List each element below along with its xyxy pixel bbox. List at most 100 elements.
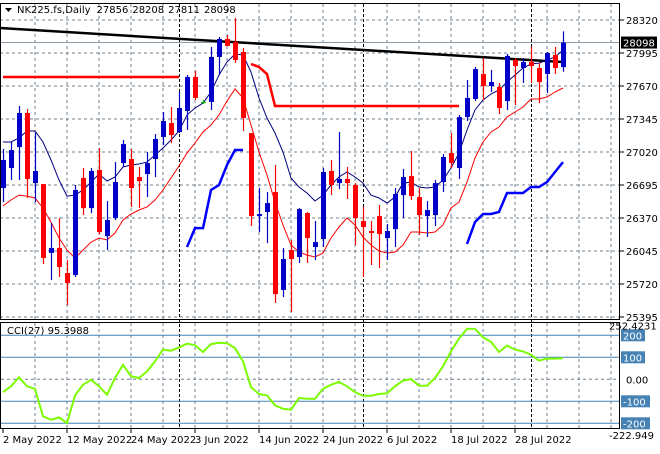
candle-body <box>433 183 438 216</box>
price-tick-label: 27345 <box>626 115 658 126</box>
candle <box>473 67 478 102</box>
candle <box>225 35 230 46</box>
candle <box>489 69 494 92</box>
candle-body <box>9 150 14 169</box>
price-tick-label: 28320 <box>626 16 658 27</box>
candle <box>561 31 566 72</box>
candle-body <box>17 113 22 148</box>
candle-body <box>505 55 510 102</box>
slow-moving-average-line <box>2 87 564 259</box>
candle <box>217 36 222 76</box>
candle <box>313 221 318 261</box>
cci-level-box <box>621 395 650 408</box>
candle-body <box>305 213 310 239</box>
candle-body <box>561 42 566 68</box>
candle <box>409 150 414 201</box>
candle <box>289 240 294 313</box>
candle-body <box>281 259 286 290</box>
candle <box>89 168 94 214</box>
price-tick-label: 26045 <box>626 247 658 258</box>
candle <box>457 115 462 180</box>
date-label: 6 Jul 2022 <box>387 435 437 446</box>
candle <box>25 109 30 198</box>
candle <box>393 188 398 248</box>
date-label: 18 Jul 2022 <box>451 435 508 446</box>
candle <box>281 247 286 297</box>
candle <box>361 207 366 277</box>
candle <box>369 221 374 266</box>
candle <box>57 218 62 277</box>
cci-label: CCI(27) 95.3988 <box>7 326 89 337</box>
candle <box>129 149 134 208</box>
cci-level-label: 200 <box>623 331 642 342</box>
candle-body <box>81 177 86 209</box>
candle-body <box>33 170 38 184</box>
candle-body <box>553 54 558 69</box>
price-tick-label: 25395 <box>626 313 658 324</box>
candle-body <box>465 97 470 117</box>
candle <box>401 168 406 218</box>
candle-body <box>169 123 174 136</box>
candle <box>145 152 150 198</box>
candle-body <box>137 177 142 182</box>
candle <box>73 185 78 277</box>
candle <box>113 162 118 221</box>
candle <box>425 201 430 237</box>
candle-body <box>105 220 110 237</box>
price-tick-label: 25720 <box>626 280 658 291</box>
fast-moving-average-line <box>3 49 564 204</box>
candle-body <box>313 242 318 248</box>
candle-body <box>537 68 542 83</box>
candle-body <box>377 216 382 235</box>
candle <box>481 57 486 101</box>
cci-level-label: 100 <box>623 353 642 364</box>
candle <box>273 164 278 303</box>
candles <box>1 17 566 313</box>
candle-body <box>417 197 422 216</box>
candle <box>305 212 310 263</box>
candle <box>185 75 190 130</box>
candle-body <box>185 76 190 111</box>
resistance-level-line <box>250 62 459 108</box>
date-label: 24 May 2022 <box>131 435 196 446</box>
candle <box>97 148 102 235</box>
candle <box>49 223 54 281</box>
candle <box>193 70 198 101</box>
candle-body <box>153 139 158 160</box>
price-tick-label: 27670 <box>626 82 658 93</box>
candle-body <box>401 177 406 196</box>
candle-body <box>393 194 398 230</box>
candle <box>137 167 142 209</box>
candle-body <box>145 163 150 175</box>
candle-body <box>529 62 534 66</box>
candle-body <box>497 87 502 109</box>
candle <box>545 51 550 94</box>
candle-body <box>385 230 390 239</box>
candle <box>337 131 342 190</box>
price-tick-label: 26370 <box>626 214 658 225</box>
candle-body <box>217 38 222 57</box>
candle <box>497 82 502 115</box>
candle-body <box>481 74 486 86</box>
candle <box>441 154 446 193</box>
indicator-lines-front <box>3 62 564 248</box>
candle <box>537 62 542 104</box>
candle <box>345 167 350 200</box>
collapse-triangle-icon[interactable] <box>5 8 12 12</box>
chart-header: NK225.fs,Daily 27856 28208 27811 28098 <box>5 5 236 16</box>
candle <box>385 223 390 261</box>
candle-body <box>89 170 94 209</box>
cci-level-label: 0.00 <box>626 375 648 386</box>
candle-body <box>113 182 118 218</box>
candle-body <box>449 153 454 164</box>
candle <box>241 48 246 131</box>
candle-body <box>1 160 6 189</box>
open-value: 27856 <box>97 5 129 16</box>
candle-body <box>489 82 494 86</box>
cci-line <box>2 327 564 425</box>
candle <box>153 134 158 178</box>
candle-body <box>193 76 198 98</box>
candle <box>265 192 270 244</box>
